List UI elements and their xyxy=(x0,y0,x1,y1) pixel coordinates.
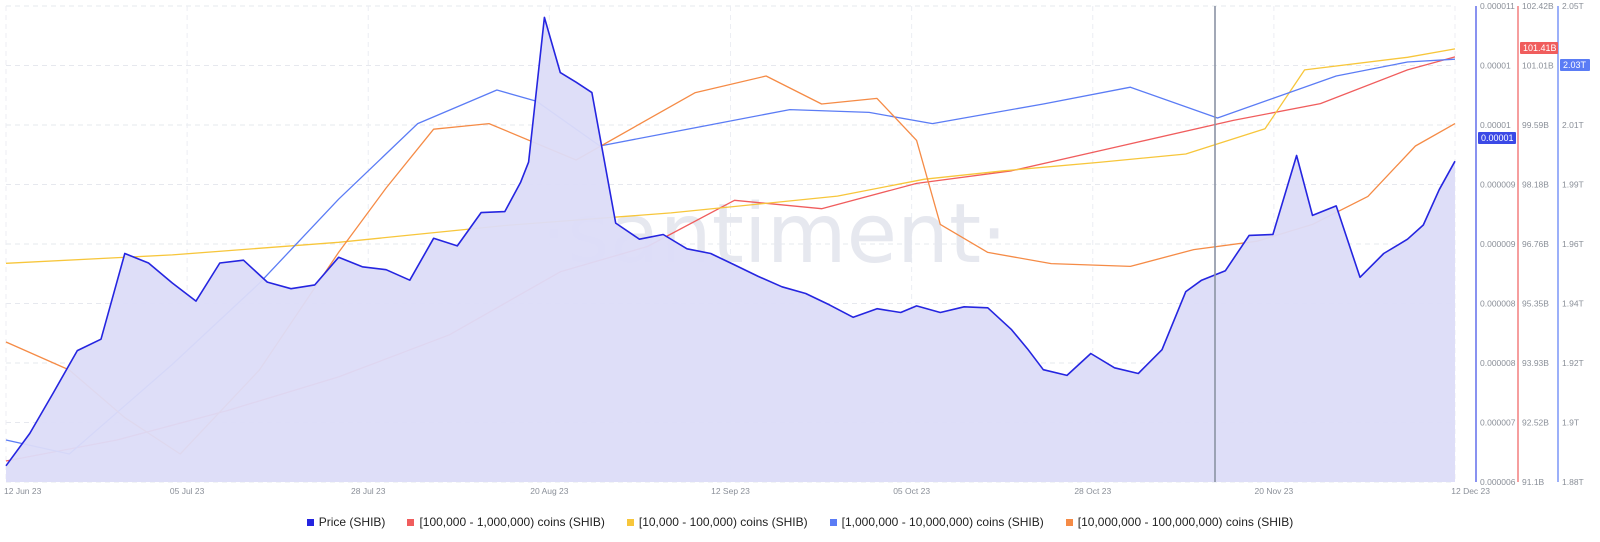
legend-item-2[interactable]: [10,000 - 100,000) coins (SHIB) xyxy=(626,515,808,529)
legend-item-1[interactable]: [100,000 - 1,000,000) coins (SHIB) xyxy=(407,515,605,529)
y-tick-label-price: 0.000008 xyxy=(1480,358,1516,368)
axes-layer: 0.000011 0.00001 0.00001 0.000009 0.000009 0.… xyxy=(1475,1,1590,487)
y-tick-label-supply_1m: 2.01T xyxy=(1562,120,1584,130)
y-tick-label-supply_100k: 92.52B xyxy=(1522,418,1549,428)
y-tick-label-supply_1m: 1.9T xyxy=(1562,418,1579,428)
legend-item-0[interactable]: Price (SHIB) xyxy=(306,515,386,529)
y-tick-label-supply_100k: 96.76B xyxy=(1522,239,1549,249)
series-layer xyxy=(5,16,1456,483)
y-tick-label-supply_1m: 1.88T xyxy=(1562,477,1584,487)
y-tick-label-price: 0.000006 xyxy=(1480,477,1516,487)
y-tick-label-supply_100k: 93.93B xyxy=(1522,358,1549,368)
y-tick-label-price: 0.000008 xyxy=(1480,299,1516,309)
legend-swatch xyxy=(829,518,837,526)
y-tick-label-supply_1m: 1.94T xyxy=(1562,299,1584,309)
legend-swatch xyxy=(1065,518,1073,526)
y-tick-label-supply_1m: 2.05T xyxy=(1562,1,1584,11)
legend-item-4[interactable]: [10,000,000 - 100,000,000) coins (SHIB) xyxy=(1065,515,1294,529)
legend-label: [100,000 - 1,000,000) coins (SHIB) xyxy=(419,515,605,529)
x-axis: 12 Jun 23 05 Jul 23 28 Jul 23 20 Aug 23 12 S… xyxy=(4,486,1490,496)
y-tick-label-price: 0.000009 xyxy=(1480,180,1516,190)
value-badge-supply_100k xyxy=(1520,42,1558,54)
x-tick-label: 28 Jul 23 xyxy=(351,486,386,496)
value-badge-label-supply_1m: 2.03T xyxy=(1563,60,1587,70)
y-tick-label-price: 0.00001 xyxy=(1480,120,1511,130)
x-tick-label: 05 Jul 23 xyxy=(170,486,205,496)
y-tick-label-supply_100k: 99.59B xyxy=(1522,120,1549,130)
legend-label: [10,000,000 - 100,000,000) coins (SHIB) xyxy=(1077,515,1294,529)
x-tick-label: 20 Aug 23 xyxy=(530,486,569,496)
legend: Price (SHIB) [100,000 - 1,000,000) coins … xyxy=(0,512,1600,532)
legend-swatch xyxy=(626,518,634,526)
legend-swatch xyxy=(306,518,314,526)
x-tick-label: 12 Jun 23 xyxy=(4,486,42,496)
y-tick-label-price: 0.000007 xyxy=(1480,418,1516,428)
y-tick-label-supply_100k: 91.1B xyxy=(1522,477,1545,487)
legend-label: [10,000 - 100,000) coins (SHIB) xyxy=(638,515,808,529)
value-badge-price xyxy=(1478,132,1516,144)
series-line-price xyxy=(5,16,1456,467)
legend-item-3[interactable]: [1,000,000 - 10,000,000) coins (SHIB) xyxy=(829,515,1044,529)
y-tick-label-supply_100k: 95.35B xyxy=(1522,299,1549,309)
value-badge-supply_1m xyxy=(1560,59,1590,71)
chart-area: ·santiment· 0.0000110.000010.000010.0000… xyxy=(4,1,1590,496)
legend-label: Price (SHIB) xyxy=(318,515,386,529)
y-tick-label-supply_100k: 98.18B xyxy=(1522,180,1549,190)
value-badge-label-supply_100k: 101.41B xyxy=(1523,43,1557,53)
y-tick-label-supply_1m: 1.92T xyxy=(1562,358,1584,368)
x-tick-label: 20 Nov 23 xyxy=(1255,486,1294,496)
series-line-supply-2 xyxy=(5,48,1456,264)
x-tick-label: 05 Oct 23 xyxy=(893,486,930,496)
y-tick-label-price: 0.000009 xyxy=(1480,239,1516,249)
x-tick-label: 12 Dec 23 xyxy=(1451,486,1490,496)
y-tick-label-supply_100k: 102.42B xyxy=(1522,1,1554,11)
legend-label: [1,000,000 - 10,000,000) coins (SHIB) xyxy=(841,515,1044,529)
y-tick-label-supply_1m: 1.96T xyxy=(1562,239,1584,249)
x-tick-label: 12 Sep 23 xyxy=(711,486,750,496)
y-tick-label-price: 0.00001 xyxy=(1480,61,1511,71)
legend-swatch xyxy=(407,518,415,526)
y-tick-label-supply_1m: 1.99T xyxy=(1562,180,1584,190)
value-badge-label-price: 0.00001 xyxy=(1481,133,1514,143)
y-tick-label-supply_100k: 101.01B xyxy=(1522,61,1554,71)
y-tick-label-price: 0.000011 xyxy=(1480,1,1515,11)
series-area-price xyxy=(6,17,1455,483)
x-tick-label: 28 Oct 23 xyxy=(1074,486,1111,496)
